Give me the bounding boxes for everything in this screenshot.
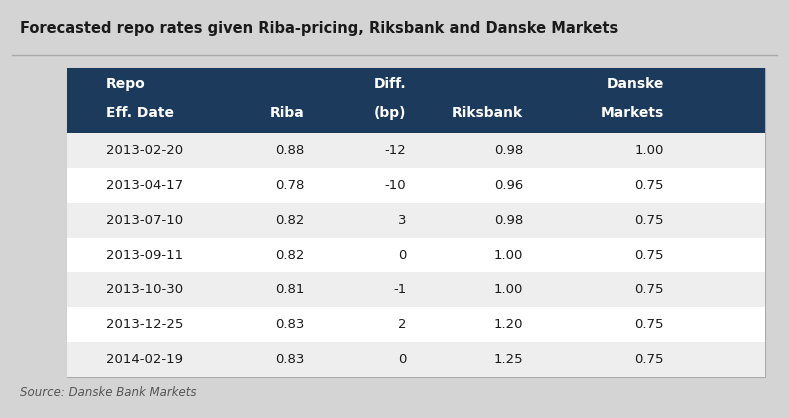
Text: Riksbank: Riksbank — [452, 106, 523, 120]
Text: Danske: Danske — [607, 77, 664, 91]
Text: 0: 0 — [398, 353, 406, 366]
Text: Forecasted repo rates given Riba-pricing, Riksbank and Danske Markets: Forecasted repo rates given Riba-pricing… — [20, 20, 618, 36]
Text: Source: Danske Bank Markets: Source: Danske Bank Markets — [20, 387, 196, 400]
Text: 0.83: 0.83 — [275, 353, 305, 366]
FancyBboxPatch shape — [66, 68, 765, 133]
Text: Diff.: Diff. — [373, 77, 406, 91]
Text: 0.96: 0.96 — [494, 179, 523, 192]
Text: -10: -10 — [384, 179, 406, 192]
Text: Markets: Markets — [600, 106, 664, 120]
Text: 2013-04-17: 2013-04-17 — [106, 179, 183, 192]
Text: 0.83: 0.83 — [275, 318, 305, 331]
Text: Eff. Date: Eff. Date — [106, 106, 174, 120]
Text: -12: -12 — [384, 144, 406, 157]
FancyBboxPatch shape — [66, 307, 765, 342]
Text: 0.82: 0.82 — [275, 214, 305, 227]
Text: 0.75: 0.75 — [634, 353, 664, 366]
Text: 0.75: 0.75 — [634, 179, 664, 192]
Text: 0.98: 0.98 — [494, 144, 523, 157]
Text: 0.81: 0.81 — [275, 283, 305, 296]
FancyBboxPatch shape — [66, 203, 765, 238]
FancyBboxPatch shape — [66, 342, 765, 377]
FancyBboxPatch shape — [66, 168, 765, 203]
Text: -1: -1 — [393, 283, 406, 296]
Text: 0.88: 0.88 — [275, 144, 305, 157]
Text: 0.75: 0.75 — [634, 283, 664, 296]
Text: 2: 2 — [398, 318, 406, 331]
Text: 0.75: 0.75 — [634, 318, 664, 331]
Text: 0.82: 0.82 — [275, 249, 305, 262]
Text: 2013-07-10: 2013-07-10 — [106, 214, 183, 227]
Text: 2013-09-11: 2013-09-11 — [106, 249, 183, 262]
Text: 3: 3 — [398, 214, 406, 227]
Text: 2013-02-20: 2013-02-20 — [106, 144, 183, 157]
FancyBboxPatch shape — [66, 133, 765, 168]
Text: 2013-10-30: 2013-10-30 — [106, 283, 183, 296]
Text: 1.00: 1.00 — [494, 249, 523, 262]
Text: Repo: Repo — [106, 77, 145, 91]
Text: 2014-02-19: 2014-02-19 — [106, 353, 182, 366]
Text: 1.20: 1.20 — [494, 318, 523, 331]
FancyBboxPatch shape — [66, 238, 765, 273]
Text: 0.98: 0.98 — [494, 214, 523, 227]
Text: 1.25: 1.25 — [494, 353, 523, 366]
Text: 0.75: 0.75 — [634, 249, 664, 262]
Text: 0.75: 0.75 — [634, 214, 664, 227]
Text: 2013-12-25: 2013-12-25 — [106, 318, 183, 331]
Text: 1.00: 1.00 — [494, 283, 523, 296]
Text: Riba: Riba — [270, 106, 305, 120]
FancyBboxPatch shape — [66, 273, 765, 307]
FancyBboxPatch shape — [66, 68, 765, 377]
Text: 1.00: 1.00 — [634, 144, 664, 157]
Text: 0: 0 — [398, 249, 406, 262]
Text: 0.78: 0.78 — [275, 179, 305, 192]
Text: (bp): (bp) — [374, 106, 406, 120]
